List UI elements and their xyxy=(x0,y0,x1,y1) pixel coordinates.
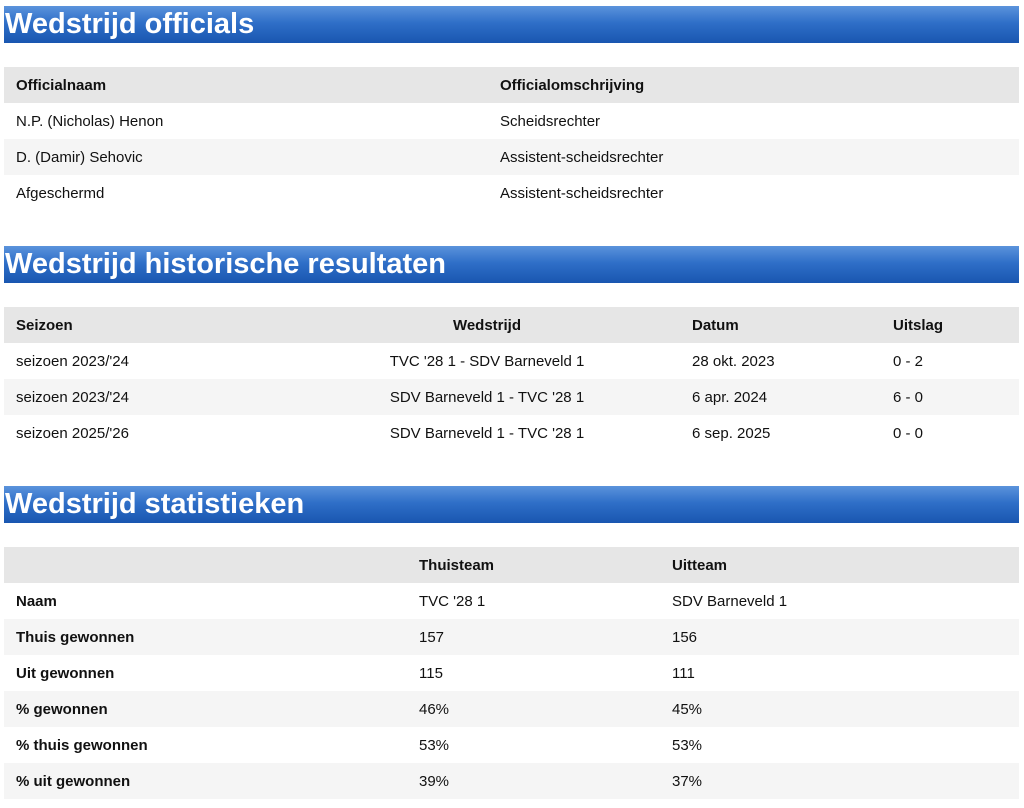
date-cell: 6 apr. 2024 xyxy=(692,388,768,406)
column-header-thuisteam: Thuisteam xyxy=(419,556,495,574)
officials-table: Officialnaam Officialomschrijving N.P. (… xyxy=(4,67,1019,211)
date-cell: 28 okt. 2023 xyxy=(692,352,775,370)
away-value-cell: 53% xyxy=(672,736,703,754)
stat-label-cell: Thuis gewonnen xyxy=(16,628,135,646)
season-cell: seizoen 2023/'24 xyxy=(16,352,129,370)
result-cell: 0 - 2 xyxy=(893,352,924,370)
history-header-row: Seizoen Wedstrijd Datum Uitslag xyxy=(4,307,1019,343)
away-value-cell: SDV Barneveld 1 xyxy=(672,592,788,610)
stats-table: Thuisteam Uitteam Naam TVC '28 1 SDV Bar… xyxy=(4,547,1019,799)
season-cell: seizoen 2025/'26 xyxy=(16,424,129,442)
table-row: D. (Damir) Sehovic Assistent-scheidsrech… xyxy=(4,139,1019,175)
column-header-uitslag: Uitslag xyxy=(893,316,944,334)
official-name-cell: Afgeschermd xyxy=(16,184,105,202)
table-row: % thuis gewonnen 53% 53% xyxy=(4,727,1019,763)
match-cell: TVC '28 1 - SDV Barneveld 1 xyxy=(389,352,585,370)
table-row: Thuis gewonnen 157 156 xyxy=(4,619,1019,655)
stats-header-row: Thuisteam Uitteam xyxy=(4,547,1019,583)
table-row: Naam TVC '28 1 SDV Barneveld 1 xyxy=(4,583,1019,619)
away-value-cell: 156 xyxy=(672,628,698,646)
home-value-cell: 53% xyxy=(419,736,450,754)
history-section-title: Wedstrijd historische resultaten xyxy=(5,248,447,280)
history-section-banner: Wedstrijd historische resultaten xyxy=(4,246,1019,283)
match-cell: SDV Barneveld 1 - TVC '28 1 xyxy=(389,388,585,406)
date-cell: 6 sep. 2025 xyxy=(692,424,771,442)
result-cell: 6 - 0 xyxy=(893,388,924,406)
table-row: Uit gewonnen 115 111 xyxy=(4,655,1019,691)
official-role-cell: Scheidsrechter xyxy=(500,112,601,130)
stats-section-title: Wedstrijd statistieken xyxy=(5,488,305,520)
column-header-datum: Datum xyxy=(692,316,739,334)
stat-label-cell: % thuis gewonnen xyxy=(16,736,148,754)
home-value-cell: TVC '28 1 xyxy=(419,592,486,610)
column-header-uitteam: Uitteam xyxy=(672,556,728,574)
official-name-cell: N.P. (Nicholas) Henon xyxy=(16,112,164,130)
table-row: % gewonnen 46% 45% xyxy=(4,691,1019,727)
official-role-cell: Assistent-scheidsrechter xyxy=(500,148,664,166)
result-cell: 0 - 0 xyxy=(893,424,924,442)
table-row: Afgeschermd Assistent-scheidsrechter xyxy=(4,175,1019,211)
away-value-cell: 45% xyxy=(672,700,703,718)
officials-header-row: Officialnaam Officialomschrijving xyxy=(4,67,1019,103)
column-header-seizoen: Seizoen xyxy=(16,316,73,334)
stat-label-cell: Naam xyxy=(16,592,57,610)
season-cell: seizoen 2023/'24 xyxy=(16,388,129,406)
stat-label-cell: % gewonnen xyxy=(16,700,108,718)
home-value-cell: 39% xyxy=(419,772,450,790)
officials-section-title: Wedstrijd officials xyxy=(5,8,255,40)
official-name-cell: D. (Damir) Sehovic xyxy=(16,148,143,166)
official-role-cell: Assistent-scheidsrechter xyxy=(500,184,664,202)
home-value-cell: 115 xyxy=(419,664,443,682)
stat-label-cell: % uit gewonnen xyxy=(16,772,131,790)
match-cell: SDV Barneveld 1 - TVC '28 1 xyxy=(389,424,585,442)
table-row: seizoen 2023/'24 TVC '28 1 - SDV Barneve… xyxy=(4,343,1019,379)
stat-label-cell: Uit gewonnen xyxy=(16,664,115,682)
column-header-stat xyxy=(4,547,407,583)
table-row: N.P. (Nicholas) Henon Scheidsrechter xyxy=(4,103,1019,139)
away-value-cell: 37% xyxy=(672,772,703,790)
column-header-officialomschrijving: Officialomschrijving xyxy=(500,76,645,94)
table-row: seizoen 2025/'26 SDV Barneveld 1 - TVC '… xyxy=(4,415,1019,451)
away-value-cell: 111 xyxy=(672,664,695,682)
stats-section-banner: Wedstrijd statistieken xyxy=(4,486,1019,523)
officials-section-banner: Wedstrijd officials xyxy=(4,6,1019,43)
table-row: % uit gewonnen 39% 37% xyxy=(4,763,1019,799)
history-table: Seizoen Wedstrijd Datum Uitslag seizoen … xyxy=(4,307,1019,451)
column-header-wedstrijd: Wedstrijd xyxy=(452,316,522,334)
home-value-cell: 46% xyxy=(419,700,450,718)
home-value-cell: 157 xyxy=(419,628,445,646)
table-row: seizoen 2023/'24 SDV Barneveld 1 - TVC '… xyxy=(4,379,1019,415)
column-header-officialnaam: Officialnaam xyxy=(16,76,107,94)
